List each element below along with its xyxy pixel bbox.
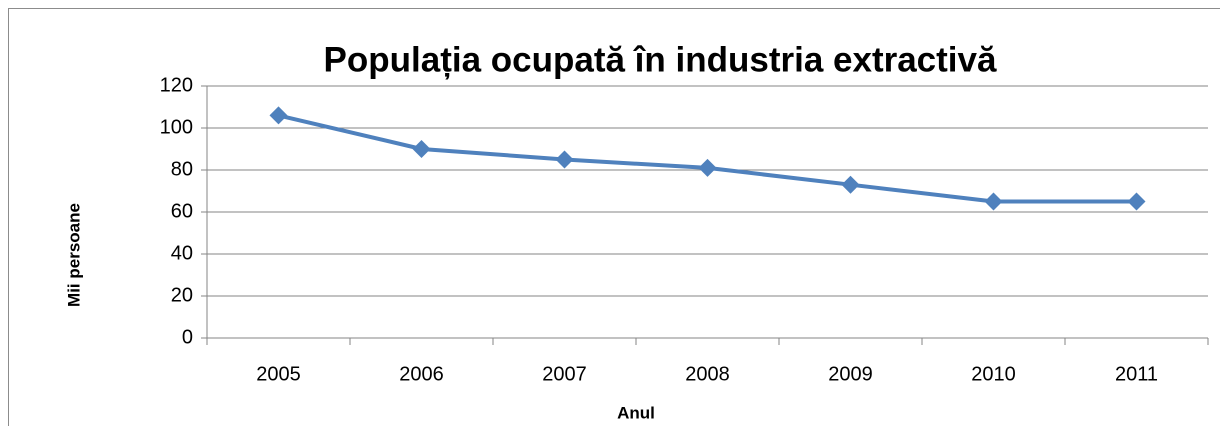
- x-tick-label: 2008: [685, 363, 730, 385]
- x-tick-label: 2009: [828, 363, 873, 385]
- chart-title: Populația ocupată în industria extractiv…: [324, 40, 997, 79]
- data-point: [698, 158, 717, 177]
- y-tick-label: 60: [171, 200, 193, 222]
- data-point: [1127, 192, 1146, 211]
- data-point: [555, 150, 574, 169]
- y-tick-label: 40: [171, 242, 193, 264]
- data-point: [412, 140, 431, 158]
- x-tick-label: 2011: [1115, 363, 1158, 385]
- y-tick-label: 20: [171, 284, 193, 306]
- data-point: [269, 106, 288, 125]
- chart-frame: [8, 8, 1220, 426]
- x-tick-label: 2005: [256, 363, 301, 385]
- y-tick-label: 80: [171, 158, 193, 180]
- data-point: [984, 192, 1003, 211]
- y-tick-label: 100: [160, 116, 193, 138]
- x-tick-label: 2010: [971, 363, 1016, 385]
- y-tick-label: 0: [182, 326, 193, 348]
- y-axis-label: Mii persoane: [64, 203, 83, 307]
- x-tick-label: 2006: [399, 363, 444, 385]
- x-tick-label: 2007: [542, 363, 587, 385]
- x-axis-label: Anul: [617, 403, 655, 422]
- y-tick-label: 120: [160, 74, 193, 96]
- data-point: [841, 175, 860, 194]
